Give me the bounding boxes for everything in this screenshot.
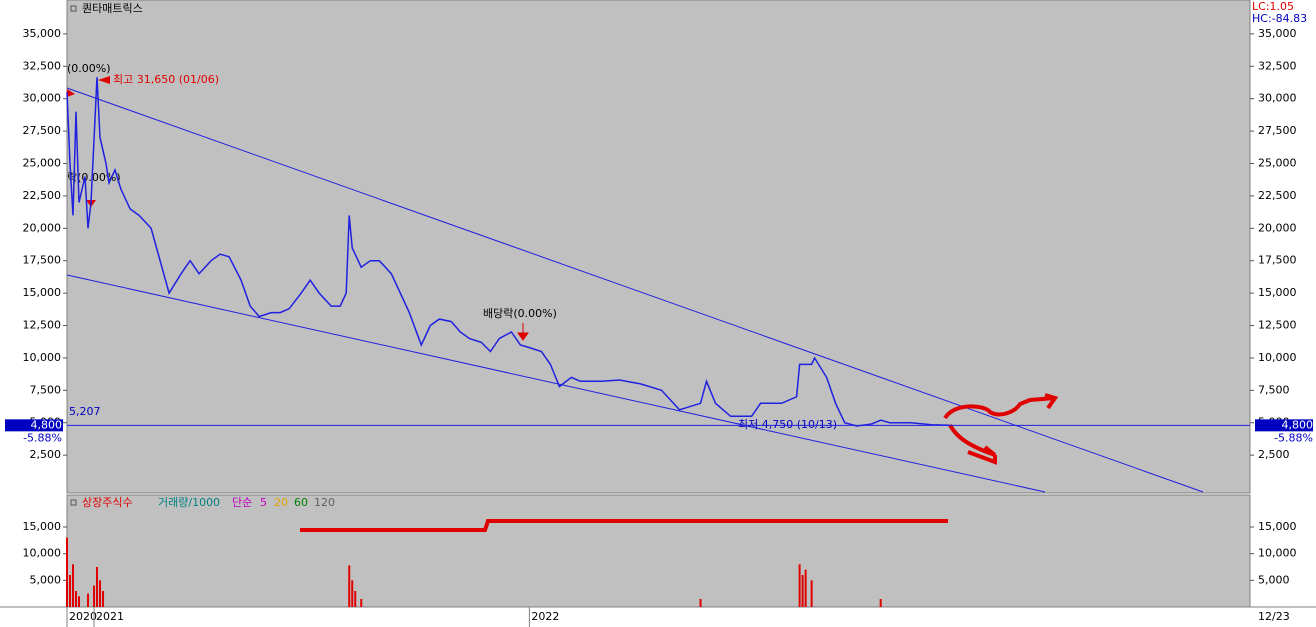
y-tick-label: 22,500 [1258,189,1297,202]
corner-label: HC:-84.83 [1252,12,1307,25]
y-tick-label: 35,000 [1258,27,1297,40]
y-tick-label: 25,000 [1258,157,1297,170]
y-tick-label: 32,500 [23,59,62,72]
y-tick-label: 20,000 [1258,221,1297,234]
trend-line [66,87,1204,493]
legend-entry: 거래량/1000 [158,496,220,509]
y-tick-label: 17,500 [1258,254,1297,267]
volume-bar [69,575,72,607]
volume-bar [96,567,99,607]
hand-drawing [943,393,1059,420]
corner-label: LC:1.05 [1252,0,1294,13]
trend-line [66,274,1046,493]
annotation: 최저 4,750 (10/13) [738,418,837,431]
y-tick-label: 12,500 [23,319,62,332]
volume-bar [72,564,75,607]
annotation: (0.00%) [67,62,111,75]
y-tick-label: 35,000 [23,27,62,40]
volume-bar [804,569,807,607]
volume-bar [699,599,702,607]
y-tick-label: 27,500 [23,124,62,137]
y-tick-label: 10,000 [23,547,62,560]
y-tick-label: 2,500 [1258,448,1290,461]
y-tick-label: 15,000 [23,286,62,299]
volume-bar [102,591,105,607]
y-tick-label: 5,000 [30,573,62,586]
y-tick-label: 22,500 [23,189,62,202]
x-tick-label: 2021 [96,610,124,623]
y-tick-label: 5,000 [1258,573,1290,586]
x-end-label: 12/23 [1258,610,1290,623]
x-tick-label: 2020 [69,610,97,623]
volume-bar [78,596,81,607]
annotation-arrow [517,323,529,341]
volume-bar [87,593,90,607]
y-tick-label: 10,000 [1258,351,1297,364]
volume-panel [66,494,1251,608]
y-tick-label: 15,000 [23,520,62,533]
legend-entry: 5 [260,496,267,509]
y-tick-label: 12,500 [1258,319,1297,332]
legend-entry: 120 [314,496,335,509]
y-tick-label: 10,000 [1258,547,1297,560]
volume-bar [801,575,804,607]
volume-bar [93,585,96,607]
volume-bar [354,591,357,607]
volume-bar [348,565,351,607]
legend-entry: 단순 [232,496,252,509]
chart-title: 퀀타매트릭스 [82,2,143,15]
volume-bar [810,580,813,607]
volume-bar [99,580,102,607]
legend-entry: 20 [274,496,288,509]
y-tick-label: 7,500 [1258,383,1290,396]
y-tick-label: 30,000 [1258,92,1297,105]
volume-bar [879,599,882,607]
volume-bar [360,599,363,607]
annotation-arrow [67,89,75,97]
annotation: 최고 31,650 (01/06) [113,73,219,86]
y-tick-label: 15,000 [1258,286,1297,299]
volume-bar [66,537,68,607]
price-badge [5,419,63,432]
price-badge-label: 4,800 [1282,418,1314,431]
panel-icon [70,499,77,506]
y-tick-label: 7,500 [30,383,62,396]
price-change-label: -5.88% [23,431,62,444]
y-tick-label: 2,500 [30,448,62,461]
y-tick-label: 10,000 [23,351,62,364]
annotation: 배당락(0.00%) [483,307,557,320]
volume-bar [75,591,78,607]
y-tick-label: 20,000 [23,221,62,234]
hand-drawing [948,423,997,465]
y-tick-label: 30,000 [23,92,62,105]
x-tick-label: 2022 [531,610,559,623]
price-change-label: -5.88% [1274,431,1313,444]
annotation: 5,207 [69,405,101,418]
volume-bar [351,580,354,607]
panel-icon [70,5,77,12]
y-tick-label: 25,000 [23,157,62,170]
price-line [66,77,950,427]
hand-drawing [300,519,948,532]
volume-bar [798,564,801,607]
y-tick-label: 27,500 [1258,124,1297,137]
y-tick-label: 32,500 [1258,59,1297,72]
legend-entry: 상장주식수 [82,496,133,509]
annotation: 락(0.00%) [67,171,121,184]
legend-entry: 60 [294,496,308,509]
price-badge [1255,419,1313,432]
price-badge-label: 4,800 [31,418,63,431]
y-tick-label: 17,500 [23,254,62,267]
y-tick-label: 15,000 [1258,520,1297,533]
price-panel [66,0,1251,494]
annotation-arrow [98,76,110,84]
